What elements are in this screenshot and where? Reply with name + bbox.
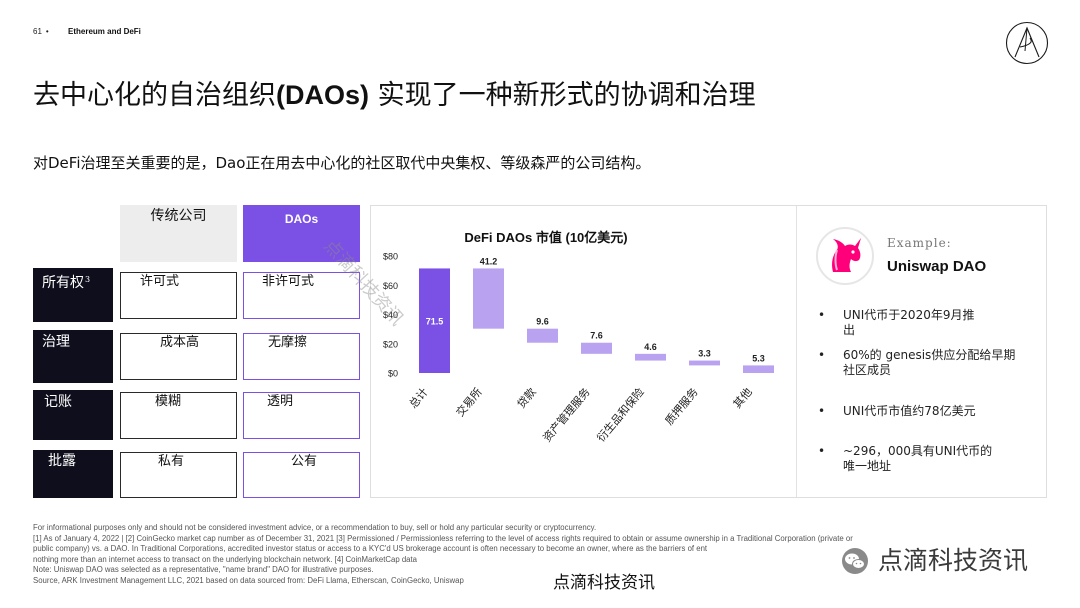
waterfall-bar <box>743 365 774 373</box>
bullet-line: ~296，000具有UNI代币的 <box>843 444 993 458</box>
page-title: 去中心化的自治组织(DAOs) 实现了一种新形式的协调和治理 <box>33 78 756 113</box>
bullet-line: UNI代币市值约78亿美元 <box>843 404 976 418</box>
page-number: 61 • <box>33 26 49 38</box>
column-header-traditional: 传统公司 <box>120 205 237 262</box>
bullet-line: 60%的 genesis供应分配给早期 <box>843 348 1016 362</box>
data-label: 4.6 <box>644 342 657 352</box>
footnote-line: Note: Uniswap DAO was selected as a repr… <box>33 565 374 574</box>
bullet-line: 唯一地址 <box>843 459 892 473</box>
waterfall-bar <box>635 353 666 361</box>
waterfall-bar <box>689 360 720 366</box>
example-bullet: UNI代币于2020年9月推 出 <box>818 308 1033 338</box>
example-bullet: 60%的 genesis供应分配给早期 社区成员 <box>818 348 1033 378</box>
y-tick-label: $60 <box>383 281 398 291</box>
data-label: 71.5 <box>426 317 444 327</box>
x-tick-label: 其他 <box>731 386 755 411</box>
row-label-text: 记账 <box>44 394 72 410</box>
row-label-bookkeeping: 记账 <box>33 390 113 440</box>
x-tick-label: 贷款 <box>514 385 539 411</box>
waterfall-bar <box>527 328 558 343</box>
header-separator: • <box>45 27 49 36</box>
example-bullet: ~296，000具有UNI代币的 唯一地址 <box>818 444 1033 474</box>
y-tick-label: $0 <box>388 369 398 379</box>
overlay-watermark: 点滴科技资讯 <box>878 546 1029 575</box>
section-name: Ethereum and DeFi <box>68 27 141 36</box>
data-label: 7.6 <box>590 331 603 341</box>
x-tick-label: 衍生品和保险 <box>594 385 647 445</box>
row-label-text: 治理 <box>42 334 70 350</box>
footnote-line: public company) vs. a DAO. In Traditiona… <box>33 544 708 553</box>
wechat-icon <box>842 548 868 574</box>
data-label: 9.6 <box>536 317 549 327</box>
title-part-bold: (DAOs) <box>276 80 369 110</box>
waterfall-bar <box>581 342 612 354</box>
uniswap-unicorn-icon <box>816 227 874 285</box>
chart-title: DeFi DAOs 市值 (10亿美元) <box>464 230 627 245</box>
waterfall-bar <box>473 268 504 329</box>
column-header-label: DAOs <box>284 212 319 226</box>
title-part: 去中心化的自治组织 <box>33 80 276 111</box>
row-label-disclosure: 批露 <box>33 450 113 498</box>
cell-traditional-ownership: 许可式 <box>120 272 237 319</box>
column-header-label: 传统公司 <box>150 208 207 224</box>
column-header-dao: DAOs <box>243 205 360 262</box>
footnote-line: [1] As of January 4, 2022 | [2] CoinGeck… <box>33 533 853 543</box>
title-part: 实现了一种新形式的协调和治理 <box>369 80 756 111</box>
x-tick-label: 交易所 <box>453 385 485 419</box>
page-number-text: 61 <box>33 27 42 36</box>
footnote-line: For informational purposes only and shou… <box>33 523 597 532</box>
footnote-line: Source, ARK Investment Management LLC, 2… <box>33 575 464 585</box>
x-tick-label: 资产管理服务 <box>540 385 593 445</box>
bottom-watermark: 点滴科技资讯 <box>553 573 655 593</box>
waterfall-bar-total <box>419 268 450 373</box>
y-tick-label: $20 <box>383 339 398 349</box>
row-label-text: 批露 <box>48 453 76 469</box>
row-label-governance: 治理 <box>33 330 113 383</box>
bullet-line: 出 <box>843 323 856 337</box>
panel-divider <box>796 206 797 497</box>
cell-traditional-governance: 成本高 <box>120 333 237 380</box>
y-tick-label: $40 <box>383 310 398 320</box>
data-label: 3.3 <box>698 349 711 359</box>
footnotes: For informational purposes only and shou… <box>33 523 1047 586</box>
cell-dao-disclosure: 公有 <box>243 452 360 498</box>
x-tick-label: 质押服务 <box>662 385 701 428</box>
example-label: Example: <box>887 236 952 250</box>
bullet-line: UNI代币于2020年9月推 <box>843 308 975 322</box>
page-subtitle: 对DeFi治理至关重要的是，Dao正在用去中心化的社区取代中央集权、等级森严的公… <box>33 154 651 172</box>
example-bullet: UNI代币市值约78亿美元 <box>818 404 1033 419</box>
cell-dao-ownership: 非许可式 <box>243 272 360 319</box>
waterfall-chart: DeFi DAOs 市值 (10亿美元) $80 $60 $40 $20 $0 71.5 总… <box>383 230 774 445</box>
cell-dao-bookkeeping: 透明 <box>243 392 360 439</box>
x-tick-label: 总计 <box>406 385 431 411</box>
cell-traditional-disclosure: 私有 <box>120 452 237 498</box>
footnote-line: nothing more than an internet access to … <box>33 554 418 564</box>
bullet-line: 社区成员 <box>843 363 892 377</box>
example-name: Uniswap DAO <box>887 258 987 275</box>
cell-dao-governance: 无摩擦 <box>243 333 360 380</box>
row-label-ownership: 所有权3 <box>33 268 113 322</box>
plot-area: $80 $60 $40 $20 $0 71.5 总计 41.2 交易所 9.6 贷款 7.6 资产管理服… <box>383 252 774 445</box>
footnote-marker: 3 <box>85 275 91 284</box>
cell-traditional-bookkeeping: 模糊 <box>120 392 237 439</box>
row-label-text: 所有权 <box>42 275 84 291</box>
data-label: 5.3 <box>752 353 765 363</box>
ark-logo-icon <box>1005 21 1049 65</box>
y-tick-label: $80 <box>383 252 398 262</box>
data-label: 41.2 <box>480 256 498 266</box>
